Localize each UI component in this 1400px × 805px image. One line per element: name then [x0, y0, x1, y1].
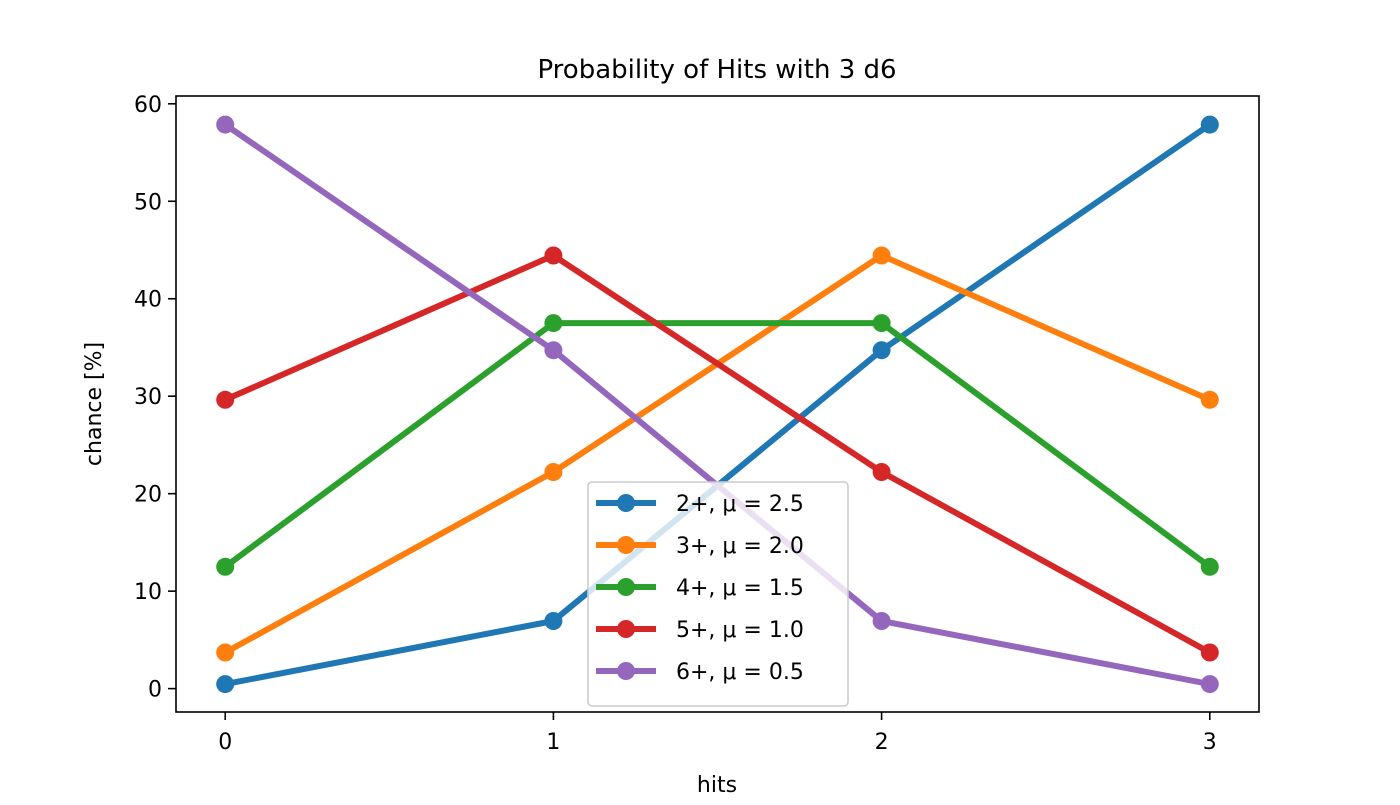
series-2-point [1200, 390, 1219, 409]
x-axis-label: hits [697, 773, 737, 798]
y-tick-label: 40 [134, 288, 162, 313]
legend-label-2: 3+, μ = 2.0 [676, 534, 804, 559]
series-5-point [1200, 675, 1219, 694]
series-5-point [872, 612, 891, 630]
legend-label-4: 5+, μ = 1.0 [676, 618, 804, 643]
legend-box [587, 481, 849, 707]
legend-swatch-marker [617, 578, 635, 596]
legend-label-1: 2+, μ = 2.5 [676, 492, 804, 517]
y-tick-label: 30 [134, 385, 162, 410]
legend-label-3: 4+, μ = 1.5 [676, 576, 804, 601]
legend-swatch-marker [617, 494, 635, 512]
series-1-point [872, 341, 891, 360]
series-3-point [872, 314, 891, 333]
y-axis-label: chance [%] [82, 342, 107, 466]
plot-frame [175, 95, 1260, 713]
series-3-point [1200, 557, 1219, 576]
y-tick-label: 10 [134, 580, 162, 605]
chart-title: Probability of Hits with 3 d6 [537, 55, 896, 85]
y-tick-label: 0 [148, 678, 162, 703]
x-tick-label: 0 [218, 730, 232, 755]
series-3-point [544, 314, 563, 333]
legend-swatch-marker [617, 536, 635, 554]
legend-swatch-marker [617, 662, 635, 680]
series-1-point [216, 675, 235, 694]
series-5-point [544, 341, 563, 360]
y-tick-label: 50 [134, 190, 162, 215]
series-4-point [1200, 643, 1219, 662]
series-3-point [216, 557, 235, 576]
series-4-point [872, 463, 891, 481]
series-2-point [216, 643, 235, 662]
series-line-4 [223, 252, 1212, 656]
series-2-point [544, 463, 563, 481]
series-line-3 [223, 320, 1212, 570]
series-5-point [216, 115, 235, 134]
series-4-point [544, 246, 563, 265]
series-2-point [872, 246, 891, 265]
series-4-point [216, 390, 235, 409]
y-tick-label: 60 [134, 93, 162, 118]
x-tick-label: 2 [875, 730, 889, 755]
series-1-point [544, 612, 563, 630]
legend-label-5: 6+, μ = 0.5 [676, 660, 804, 685]
series-1-point [1200, 115, 1219, 134]
x-tick-label: 1 [546, 730, 560, 755]
x-tick-label: 3 [1203, 730, 1217, 755]
y-tick-label: 20 [134, 483, 162, 508]
legend-swatch-marker [617, 620, 635, 638]
